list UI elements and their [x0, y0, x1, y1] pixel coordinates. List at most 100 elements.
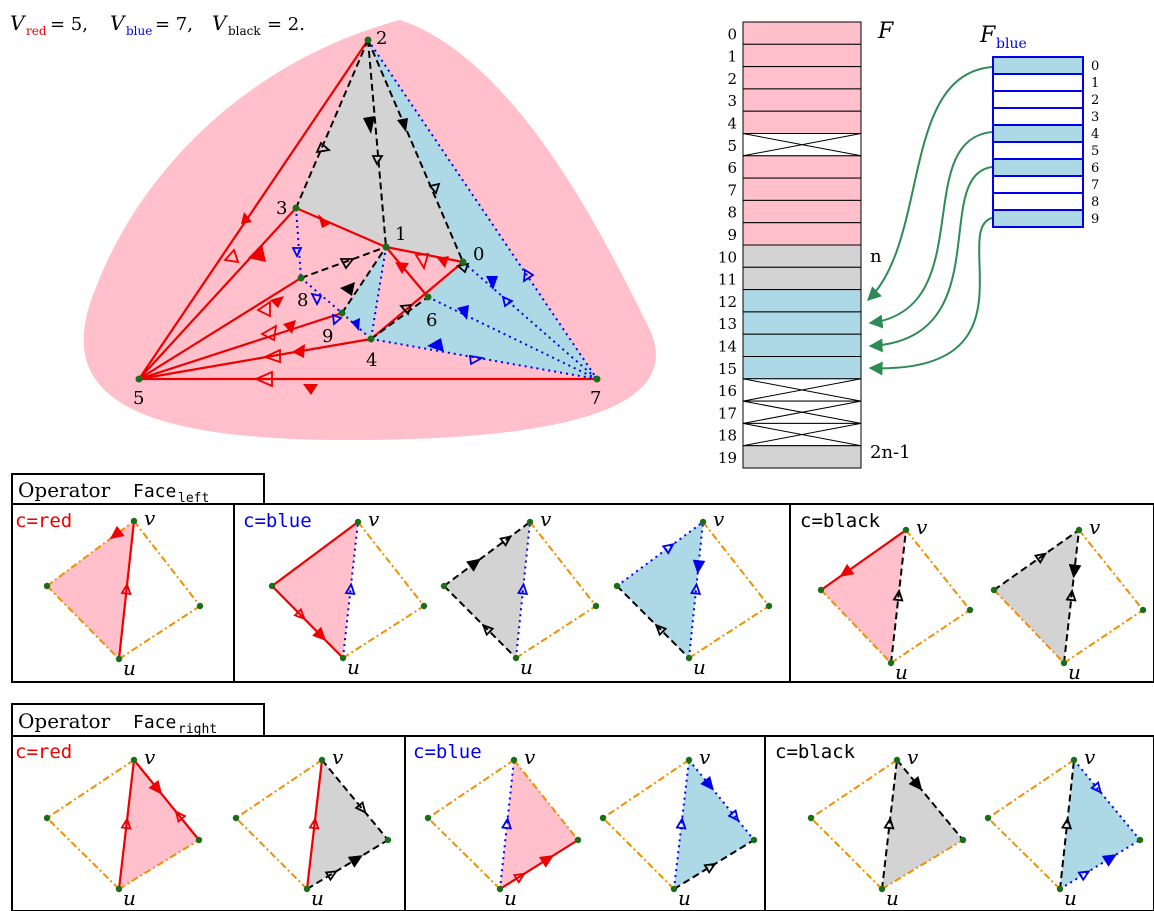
open-arrow-red — [414, 252, 430, 271]
case-c-red-left: c=red — [15, 510, 72, 532]
filled-arrow-red — [318, 214, 330, 228]
array-F-cell — [742, 356, 862, 380]
u-vertex-label: u — [504, 886, 517, 910]
case-vertex — [959, 836, 967, 844]
edge-6-7 — [427, 296, 598, 380]
open-arrow-black — [315, 141, 332, 154]
v-vertex-label: v — [144, 506, 156, 530]
array-F-index: 15 — [718, 360, 737, 378]
vertex-count-legend: V red = 5, V blue = 7, V black = 2. — [10, 11, 305, 38]
v-blue-symbol: V — [110, 11, 127, 35]
array-Fblue-index: 6 — [1091, 161, 1099, 176]
case-edge — [896, 759, 964, 841]
face-blue-1-9-4 — [342, 247, 386, 339]
case-vertex — [526, 518, 534, 526]
array-Fblue-title-subscript: blue — [996, 36, 1027, 52]
case-edge — [881, 839, 964, 890]
marker-n: n — [870, 246, 882, 267]
open-arrow-red — [256, 300, 271, 318]
case-edge — [46, 585, 120, 660]
case-vertex — [318, 756, 326, 764]
vertex-6 — [424, 293, 432, 301]
case-face — [994, 530, 1079, 663]
u-vertex-label: u — [693, 655, 706, 679]
case-edge — [987, 759, 1075, 819]
face-blue-0-6-7 — [428, 262, 597, 379]
open-arrow — [499, 535, 513, 548]
filled-arrow-black — [397, 118, 408, 132]
array-Fblue-title: F — [979, 23, 996, 48]
filled-arrow-blue — [486, 276, 498, 290]
filled-arrow — [109, 525, 125, 540]
open-arrow — [500, 816, 513, 830]
u-vertex-label: u — [895, 660, 908, 684]
case-edge — [688, 605, 770, 659]
case-vertex — [670, 885, 678, 893]
v-vertex-label: v — [1089, 515, 1101, 539]
filled-arrow — [692, 559, 706, 575]
filled-arrow — [908, 775, 923, 791]
open-arrow-black — [399, 303, 413, 316]
open-arrow — [892, 588, 904, 602]
vertex-9 — [338, 309, 346, 317]
case-face — [821, 530, 906, 663]
array-F-cell — [742, 21, 862, 45]
case-vertex — [887, 659, 895, 667]
panel-face-left-title-prefix: Operator — [18, 478, 111, 502]
case-edge — [890, 609, 971, 664]
open-arrow-blue — [501, 295, 514, 308]
u-vertex-label: u — [347, 655, 360, 679]
array-Fblue-index: 2 — [1091, 93, 1099, 108]
panel-face-right-title-code: Face — [133, 712, 176, 733]
open-arrow-blue — [522, 268, 535, 283]
edge-3-5 — [138, 207, 297, 380]
case-c-blue-left: c=blue — [243, 510, 312, 532]
case-edge — [118, 605, 201, 660]
vertex-labels: 0 1 2 3 4 5 6 7 8 9 — [133, 28, 601, 409]
open-arrow — [689, 582, 702, 595]
edge-8-5 — [138, 277, 302, 380]
vertex-label-0: 0 — [473, 244, 484, 265]
case-vertex — [592, 602, 600, 610]
panel-face-right: Operator Face right c=red c=blue c=black — [11, 703, 1154, 911]
array-F-cell — [742, 222, 862, 246]
case-face — [674, 760, 754, 889]
case-edge — [118, 839, 200, 890]
case-edge — [702, 521, 770, 607]
v-black-value: = 2. — [267, 14, 305, 35]
case-edge — [117, 759, 136, 890]
vertex-label-9: 9 — [322, 326, 333, 347]
filled-arrow-red — [283, 320, 296, 334]
case-edge — [427, 817, 501, 890]
open-arrow — [481, 623, 495, 637]
panel-face-left: Operator Face left c=red c=blue c=black — [11, 473, 1154, 683]
case-edge — [602, 817, 675, 890]
case-edge — [673, 759, 690, 890]
mapping-arrow-9-15 — [868, 217, 993, 376]
array-F-index: 11 — [718, 271, 737, 289]
array-F-cell — [742, 311, 862, 335]
v-vertex-label: v — [916, 515, 928, 539]
array-F-cell — [742, 333, 862, 358]
case-vertex — [750, 836, 758, 844]
v-vertex-label: v — [907, 745, 919, 769]
array-Fblue-cell — [992, 175, 1084, 194]
array-F-cell — [742, 88, 862, 112]
array-Fblue-index: 0 — [1091, 59, 1099, 74]
open-arrow — [1089, 781, 1103, 794]
array-Fblue-cell — [992, 141, 1084, 160]
array-Fblue-cell — [992, 124, 1084, 143]
case-edge — [1078, 529, 1144, 611]
case-vertex — [807, 814, 815, 822]
edge-9-1 — [341, 246, 387, 314]
array-F-cell — [742, 289, 862, 313]
case-vertex — [1136, 836, 1144, 844]
array-Fblue-cells: 0 1 2 3 4 5 6 7 8 9 — [992, 56, 1099, 228]
case-vertex — [420, 602, 428, 610]
open-arrow — [661, 542, 675, 555]
open-arrow — [654, 623, 668, 637]
filled-arrow — [839, 563, 855, 577]
case-edge — [515, 605, 597, 659]
open-arrow — [120, 816, 132, 830]
